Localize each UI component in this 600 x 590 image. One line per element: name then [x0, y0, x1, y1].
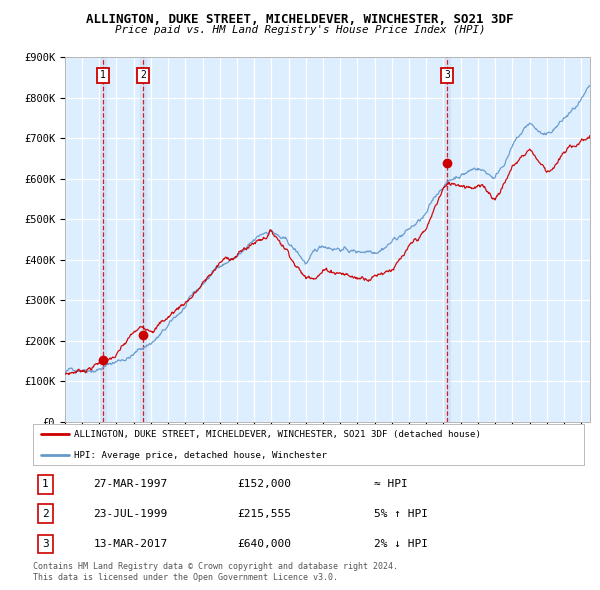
Text: 2: 2 [140, 70, 146, 80]
Text: HPI: Average price, detached house, Winchester: HPI: Average price, detached house, Winc… [74, 451, 328, 460]
Text: 2% ↓ HPI: 2% ↓ HPI [374, 539, 428, 549]
Text: 23-JUL-1999: 23-JUL-1999 [94, 509, 168, 519]
Text: 2: 2 [42, 509, 49, 519]
Text: 3: 3 [42, 539, 49, 549]
Text: 27-MAR-1997: 27-MAR-1997 [94, 479, 168, 489]
Text: £152,000: £152,000 [237, 479, 291, 489]
Text: 1: 1 [42, 479, 49, 489]
Text: 3: 3 [444, 70, 450, 80]
Text: ALLINGTON, DUKE STREET, MICHELDEVER, WINCHESTER, SO21 3DF (detached house): ALLINGTON, DUKE STREET, MICHELDEVER, WIN… [74, 430, 481, 439]
Bar [140, 57, 146, 422]
Text: 13-MAR-2017: 13-MAR-2017 [94, 539, 168, 549]
Bar [100, 57, 106, 422]
Text: Contains HM Land Registry data © Crown copyright and database right 2024.
This d: Contains HM Land Registry data © Crown c… [33, 562, 398, 582]
Text: £215,555: £215,555 [237, 509, 291, 519]
Text: Price paid vs. HM Land Registry's House Price Index (HPI): Price paid vs. HM Land Registry's House … [115, 25, 485, 35]
Text: £640,000: £640,000 [237, 539, 291, 549]
Bar [444, 57, 450, 422]
Text: ALLINGTON, DUKE STREET, MICHELDEVER, WINCHESTER, SO21 3DF: ALLINGTON, DUKE STREET, MICHELDEVER, WIN… [86, 13, 514, 26]
Text: 1: 1 [100, 70, 106, 80]
Text: 5% ↑ HPI: 5% ↑ HPI [374, 509, 428, 519]
Text: ≈ HPI: ≈ HPI [374, 479, 408, 489]
